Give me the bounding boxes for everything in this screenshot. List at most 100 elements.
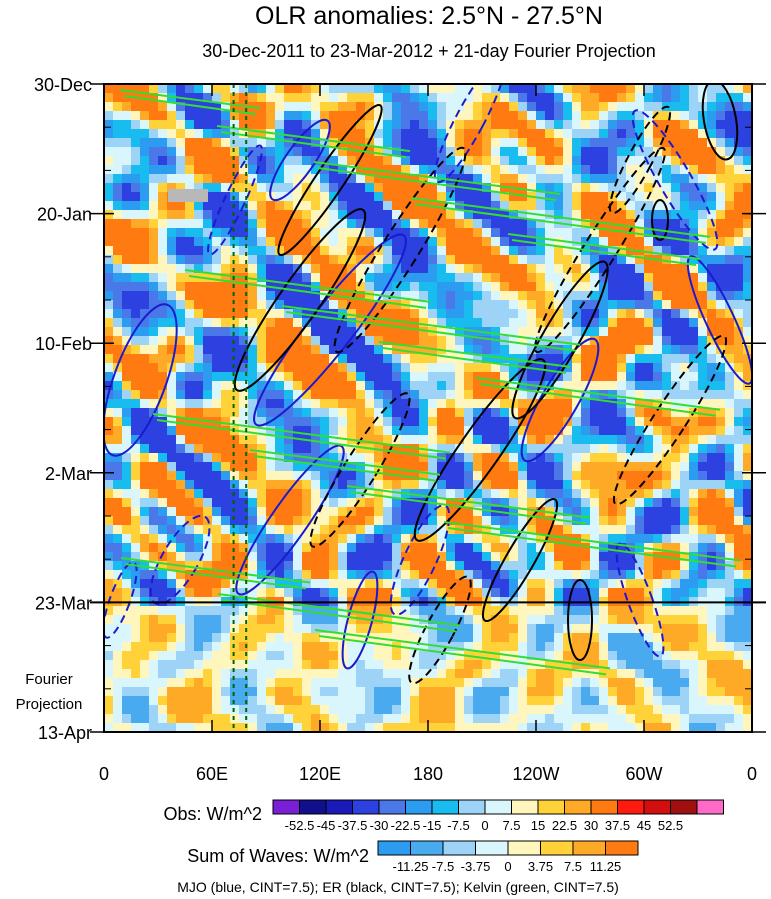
kelvin-contour bbox=[220, 131, 407, 159]
y-tick-label: 2-Mar bbox=[45, 464, 92, 484]
colorbar-tick-label: 3.75 bbox=[528, 859, 553, 874]
kelvin-contour bbox=[507, 233, 701, 260]
colorbar-tick-label: -7.5 bbox=[447, 818, 469, 833]
y-tick-label: 10-Feb bbox=[35, 334, 92, 354]
colorbar-swatch bbox=[352, 799, 380, 815]
colorbar-tick-label: -3.75 bbox=[461, 859, 491, 874]
projection-label-line-1: Fourier bbox=[25, 671, 73, 688]
colorbar-swatch bbox=[696, 799, 724, 815]
colorbar-swatch bbox=[617, 799, 645, 815]
mjo-contour bbox=[433, 84, 507, 184]
y-tick-label: 13-Apr bbox=[38, 723, 92, 743]
kelvin-contour bbox=[156, 419, 447, 460]
kelvin-contour bbox=[184, 269, 431, 303]
colorbar-swatch bbox=[643, 799, 671, 815]
mjo-contour bbox=[104, 561, 138, 639]
colorbar-swatch bbox=[475, 840, 509, 856]
er-contour bbox=[413, 358, 547, 542]
colorbar-swatch bbox=[405, 799, 433, 815]
colorbar-swatch bbox=[540, 840, 574, 856]
colorbar-swatch bbox=[458, 799, 486, 815]
x-tick-label: 0 bbox=[99, 764, 109, 784]
kelvin-contour bbox=[475, 377, 721, 411]
colorbar-swatch bbox=[299, 799, 327, 815]
kelvin-contour bbox=[511, 239, 697, 266]
colorbar-tick-label: 15 bbox=[531, 818, 545, 833]
colorbar-swatch bbox=[272, 799, 300, 815]
colorbar-swatch bbox=[605, 840, 639, 856]
colorbar-tick-label: 37.5 bbox=[605, 818, 630, 833]
mjo-contour bbox=[235, 444, 345, 596]
mjo-contour bbox=[269, 118, 331, 202]
er-contour bbox=[612, 334, 728, 506]
colorbar-tick-label: -7.5 bbox=[432, 859, 454, 874]
kelvin-contour bbox=[216, 125, 411, 153]
y-tick-label: 30-Dec bbox=[34, 75, 92, 95]
kelvin-contour bbox=[346, 485, 591, 519]
colorbar-tick-label: 7.5 bbox=[564, 859, 582, 874]
x-tick-label: 120W bbox=[512, 764, 559, 784]
kelvin-contour bbox=[378, 341, 571, 368]
colorbar-swatch bbox=[325, 799, 353, 815]
colorbar-swatch bbox=[442, 840, 476, 856]
kelvin-contour bbox=[221, 599, 457, 633]
er-contour bbox=[309, 392, 411, 548]
er-contour bbox=[511, 260, 609, 420]
colorbar-swatch bbox=[564, 799, 592, 815]
kelvin-contour bbox=[188, 275, 427, 309]
mjo-contour bbox=[389, 504, 451, 616]
er-contour bbox=[608, 105, 672, 215]
colorbar-swatch bbox=[410, 840, 444, 856]
colorbar-tick-label: 7.5 bbox=[502, 818, 520, 833]
kelvin-contour bbox=[317, 167, 557, 201]
colorbar-tick-label: -52.5 bbox=[285, 818, 315, 833]
axis-ticks bbox=[90, 83, 766, 733]
obs-colorbar-label: Obs: W/m^2 bbox=[164, 804, 262, 824]
kelvin-contour bbox=[281, 305, 581, 346]
mjo-contour bbox=[104, 303, 178, 457]
kelvin-contour bbox=[253, 455, 437, 482]
y-tick-label: 20-Jan bbox=[37, 205, 92, 225]
kelvin-contour bbox=[410, 197, 711, 238]
kelvin-contour bbox=[249, 449, 441, 476]
x-tick-label: 180 bbox=[413, 764, 443, 784]
kelvin-contour bbox=[120, 557, 311, 584]
missing-data-patch bbox=[168, 189, 208, 202]
kelvin-contour bbox=[124, 563, 307, 590]
er-contour bbox=[408, 575, 472, 685]
x-tick-label: 60W bbox=[625, 764, 662, 784]
kelvin-contour bbox=[152, 413, 451, 454]
kelvin-contour bbox=[119, 89, 261, 110]
kelvin-contour bbox=[313, 161, 561, 195]
kelvin-contour bbox=[217, 593, 461, 627]
colorbar-swatch bbox=[590, 799, 618, 815]
kelvin-contour bbox=[479, 383, 717, 417]
mjo-contour bbox=[615, 542, 665, 658]
er-contour bbox=[701, 84, 739, 161]
er-contour bbox=[567, 579, 593, 661]
colorbar-tick-label: 0 bbox=[481, 818, 488, 833]
colorbar-tick-label: -45 bbox=[317, 818, 336, 833]
x-tick-label: 60E bbox=[196, 764, 228, 784]
kelvin-contour bbox=[447, 527, 737, 568]
colorbar-tick-label: 52.5 bbox=[658, 818, 683, 833]
colorbar-swatch bbox=[484, 799, 512, 815]
colorbar-tick-label: -37.5 bbox=[338, 818, 368, 833]
colorbar-tick-label: -30 bbox=[370, 818, 389, 833]
kelvin-contour bbox=[443, 521, 741, 562]
colorbar-swatch bbox=[537, 799, 565, 815]
colorbar-swatch bbox=[507, 840, 541, 856]
colorbar-tick-label: 45 bbox=[637, 818, 651, 833]
colorbar-swatch bbox=[377, 840, 411, 856]
wave-contours bbox=[104, 84, 752, 685]
colorbar-swatch bbox=[511, 799, 539, 815]
kelvin-contour bbox=[285, 311, 577, 352]
er-contour bbox=[333, 146, 467, 354]
kelvin-contour bbox=[314, 629, 611, 670]
waves-colorbar-label: Sum of Waves: W/m^2 bbox=[187, 846, 369, 866]
colorbar-tick-label: -15 bbox=[423, 818, 442, 833]
colorbar-tick-label: 11.25 bbox=[590, 859, 622, 874]
x-tick-label: 120E bbox=[299, 764, 341, 784]
kelvin-contour bbox=[318, 635, 607, 676]
